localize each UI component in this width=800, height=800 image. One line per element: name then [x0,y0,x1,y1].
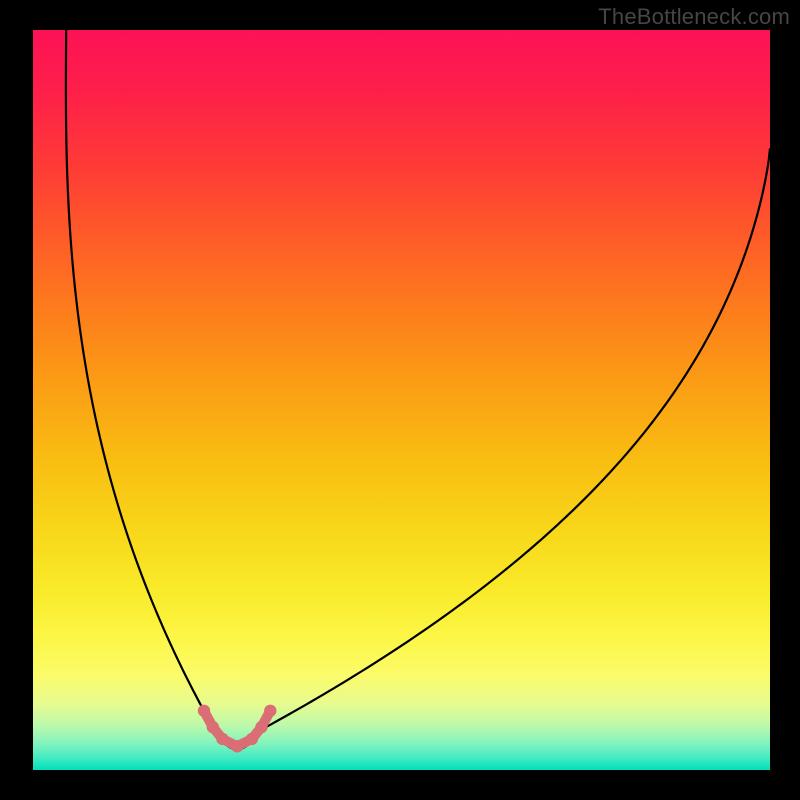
bottleneck-marker-dot [246,733,258,745]
bottleneck-marker-dot [207,721,219,733]
chart-frame: TheBottleneck.com [0,0,800,800]
bottleneck-marker-dot [216,733,228,745]
bottleneck-marker-dot [255,721,267,733]
watermark-text: TheBottleneck.com [598,4,790,30]
plot-area [33,30,770,770]
bottleneck-marker-dot [231,740,243,752]
bottleneck-marker-dot [264,705,276,717]
gradient-background [33,30,770,770]
bottleneck-marker-dot [198,705,210,717]
plot-svg [33,30,770,770]
